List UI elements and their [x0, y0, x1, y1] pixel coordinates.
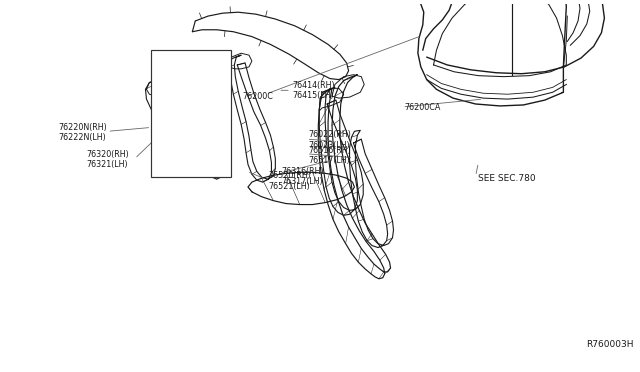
Text: 76220N(RH)
76222N(LH): 76220N(RH) 76222N(LH) [59, 123, 108, 142]
Bar [151, 50, 232, 177]
Text: 76200C: 76200C [243, 92, 273, 101]
Text: 76414(RH)
76415(LH): 76414(RH) 76415(LH) [292, 81, 335, 100]
Text: 76316(RH)
76317(LH): 76316(RH) 76317(LH) [281, 167, 324, 186]
Text: SEE SEC.780: SEE SEC.780 [479, 174, 536, 183]
Text: 76022(RH)
76023(LH): 76022(RH) 76023(LH) [308, 131, 351, 150]
Text: 76520(RH)
76521(LH): 76520(RH) 76521(LH) [269, 171, 312, 191]
Text: 76516(RH)
76517(LH): 76516(RH) 76517(LH) [308, 146, 351, 166]
Text: 76200CA: 76200CA [404, 103, 440, 112]
Text: 76320(RH)
76321(LH): 76320(RH) 76321(LH) [86, 150, 129, 169]
Text: R760003H: R760003H [586, 340, 634, 349]
